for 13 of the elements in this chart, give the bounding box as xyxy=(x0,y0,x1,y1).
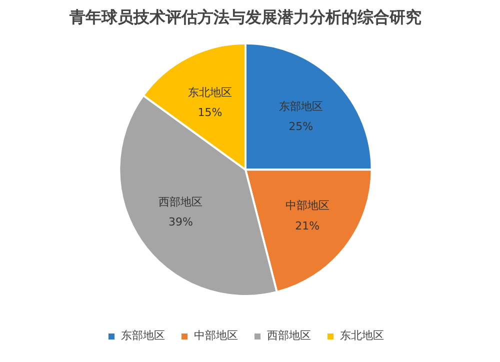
slice-label: 西部地区 xyxy=(158,195,203,208)
chart-title: 青年球员技术评估方法与发展潜力分析的综合研究 xyxy=(68,8,422,26)
legend-label: 东部地区 xyxy=(121,328,165,343)
data-label: 21% xyxy=(295,219,320,232)
legend-label: 西部地区 xyxy=(267,328,311,343)
slice-label: 东北地区 xyxy=(188,86,232,100)
legend-label: 中部地区 xyxy=(194,328,238,343)
legend-label: 东北地区 xyxy=(340,328,384,343)
data-label: 15% xyxy=(198,106,222,120)
data-label: 25% xyxy=(288,120,314,134)
slice-label: 中部地区 xyxy=(285,199,330,212)
slice-label: 东部地区 xyxy=(278,100,323,113)
data-label: 39% xyxy=(168,215,193,228)
